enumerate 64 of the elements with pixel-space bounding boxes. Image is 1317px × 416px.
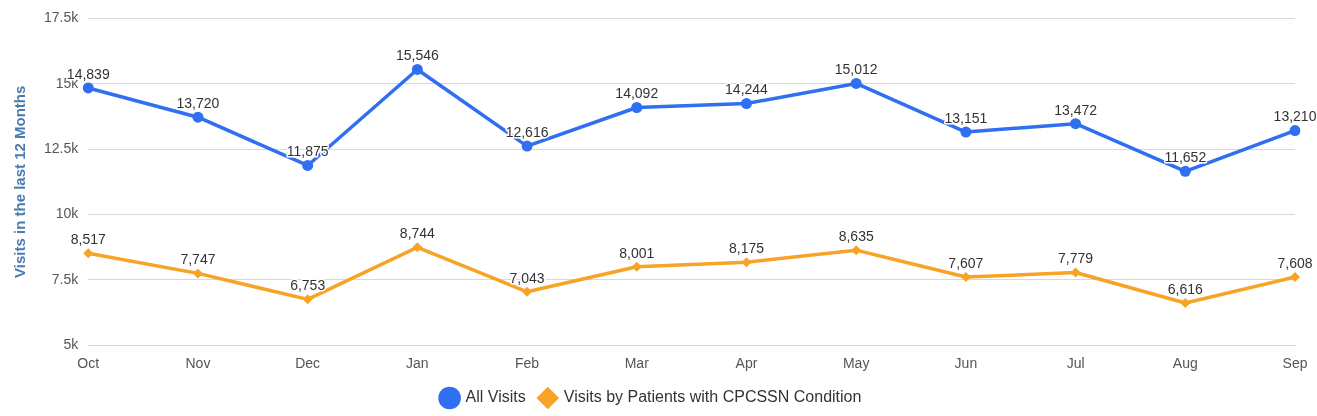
point (851, 245, 862, 256)
point (1070, 118, 1082, 130)
data-label: 13,210 (1273, 108, 1317, 125)
point (1289, 125, 1301, 137)
data-label: 7,607 (948, 254, 984, 271)
y-tick-label: 5k (63, 336, 80, 353)
point (302, 159, 314, 171)
y-tick-label: 10k (55, 205, 80, 222)
x-tick-label: Oct (77, 355, 100, 372)
x-tick-label: Dec (295, 355, 321, 372)
point (1180, 297, 1191, 308)
point (192, 268, 203, 279)
point (1179, 165, 1191, 177)
point (960, 126, 972, 138)
point (192, 111, 204, 123)
data-label: 14,092 (615, 85, 659, 102)
point (522, 286, 533, 297)
y-tick-label: 17.5k (44, 9, 80, 26)
x-tick-label: May (842, 355, 870, 372)
x-tick-label: Mar (624, 355, 650, 372)
x-tick-label: Jan (406, 355, 429, 372)
x-tick-label: Aug (1172, 355, 1198, 372)
point (740, 98, 752, 110)
data-label: 8,517 (70, 231, 106, 248)
data-label: 14,244 (725, 81, 769, 98)
point (631, 261, 642, 272)
data-label: 13,472 (1054, 101, 1098, 118)
data-label: 8,744 (399, 225, 436, 242)
x-tick-label: Apr (735, 355, 758, 372)
x-tick-label: Nov (185, 355, 211, 372)
data-label: 15,546 (395, 47, 439, 64)
data-label: 8,635 (838, 228, 874, 245)
point (960, 272, 971, 283)
data-label: 6,616 (1167, 280, 1204, 297)
point (83, 248, 94, 259)
data-label: 7,779 (1058, 250, 1094, 267)
point (850, 77, 862, 89)
data-label: 8,001 (619, 244, 655, 261)
x-tick-label: Jul (1066, 355, 1085, 372)
data-label: 15,012 (834, 61, 878, 78)
point (631, 102, 643, 113)
y-tick-label: 12.5k (44, 139, 80, 156)
data-label: 8,175 (728, 240, 765, 257)
x-tick-label: Feb (515, 355, 540, 372)
data-label: 7,608 (1277, 254, 1313, 271)
point (411, 63, 423, 75)
y-axis-title: Visits in the last 12 Months (11, 85, 29, 278)
data-label: 7,043 (509, 269, 545, 286)
data-label: 13,151 (944, 109, 988, 126)
data-label: 6,753 (290, 277, 326, 294)
point (521, 140, 533, 152)
y-tick-label: 7.5k (51, 270, 80, 287)
point (1290, 272, 1300, 283)
legend-label: Visits by Patients with CPCSSN Condition (563, 388, 862, 406)
data-label: 11,652 (1164, 149, 1207, 166)
point (302, 294, 313, 305)
legend-label: All Visits (465, 388, 526, 406)
data-label: 7,747 (180, 251, 216, 268)
point (82, 82, 94, 94)
point (412, 242, 423, 253)
x-tick-label: Jun (954, 355, 978, 372)
x-tick-label: Sep (1282, 355, 1308, 372)
data-label: 13,720 (176, 95, 220, 112)
data-label: 12,616 (505, 123, 549, 140)
